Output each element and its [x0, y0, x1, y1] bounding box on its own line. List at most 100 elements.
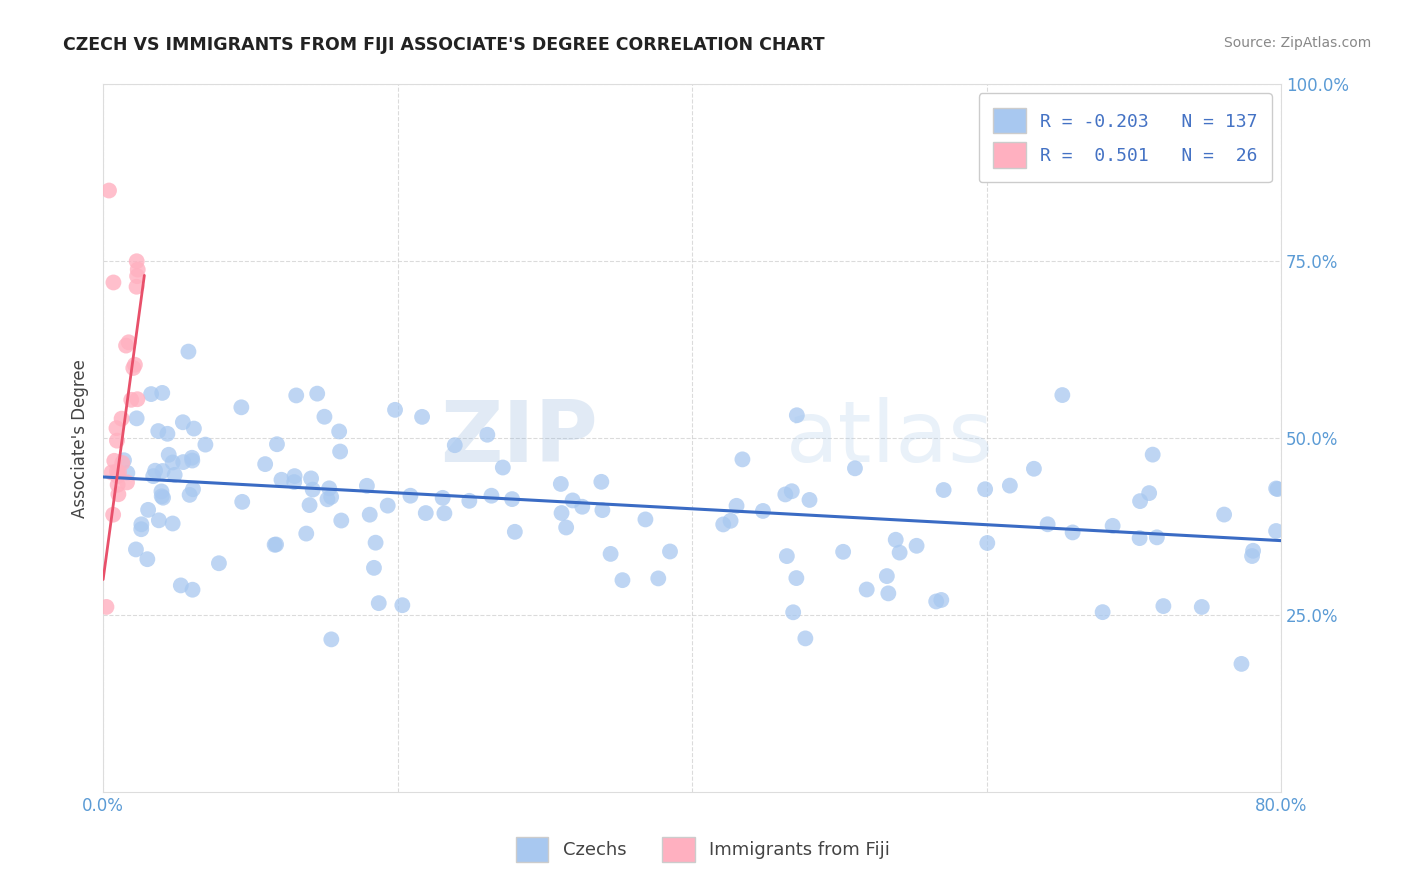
Point [844, 461, 866, 475]
Text: ZIP: ZIP [440, 397, 598, 480]
Point [889, 545, 911, 559]
Point [1052, 388, 1074, 402]
Point [266, 437, 288, 451]
Point [1230, 657, 1253, 671]
Point [103, 454, 125, 468]
Point [129, 522, 152, 536]
Point [284, 469, 307, 483]
Point [884, 533, 907, 547]
Point [329, 444, 352, 458]
Point [105, 421, 128, 435]
Point [142, 469, 165, 483]
Point [103, 276, 125, 290]
Point [231, 495, 253, 509]
Point [125, 411, 148, 425]
Point [752, 504, 775, 518]
Point [181, 582, 204, 597]
Point [1267, 482, 1289, 496]
Point [794, 632, 817, 646]
Point [725, 499, 748, 513]
Point [925, 594, 948, 608]
Point [591, 475, 613, 489]
Point [181, 453, 204, 467]
Point [330, 514, 353, 528]
Point [143, 464, 166, 478]
Point [391, 598, 413, 612]
Point [120, 392, 142, 407]
Point [855, 582, 877, 597]
Point [298, 498, 321, 512]
Point [105, 464, 128, 478]
Point [599, 547, 621, 561]
Point [1142, 448, 1164, 462]
Point [555, 520, 578, 534]
Point [139, 387, 162, 401]
Point [301, 483, 323, 497]
Point [285, 388, 308, 402]
Point [571, 500, 593, 514]
Point [125, 542, 148, 557]
Point [318, 481, 340, 495]
Point [443, 438, 465, 452]
Point [117, 466, 139, 480]
Point [367, 596, 389, 610]
Point [152, 491, 174, 505]
Point [932, 483, 955, 497]
Point [127, 269, 149, 284]
Point [832, 545, 855, 559]
Point [231, 401, 253, 415]
Point [131, 517, 153, 532]
Point [127, 262, 149, 277]
Point [976, 536, 998, 550]
Point [100, 466, 122, 480]
Point [270, 473, 292, 487]
Point [731, 452, 754, 467]
Point [659, 544, 682, 558]
Point [399, 489, 422, 503]
Point [359, 508, 381, 522]
Point [550, 506, 572, 520]
Point [1129, 531, 1152, 545]
Point [98, 184, 121, 198]
Point [96, 599, 118, 614]
Point [118, 335, 141, 350]
Point [775, 487, 797, 501]
Point [148, 513, 170, 527]
Point [172, 455, 194, 469]
Point [1152, 599, 1174, 613]
Point [150, 385, 173, 400]
Point [148, 424, 170, 438]
Point [1146, 530, 1168, 544]
Point [177, 344, 200, 359]
Point [264, 537, 287, 551]
Point [561, 493, 583, 508]
Point [101, 508, 124, 522]
Point [157, 448, 180, 462]
Point [124, 358, 146, 372]
Point [321, 490, 343, 504]
Point [127, 392, 149, 407]
Point [314, 409, 336, 424]
Point [364, 535, 387, 549]
Point [107, 477, 129, 491]
Point [183, 421, 205, 435]
Point [1091, 605, 1114, 619]
Point [136, 552, 159, 566]
Point [785, 571, 807, 585]
Point [321, 632, 343, 647]
Point [1129, 494, 1152, 508]
Point [307, 386, 329, 401]
Point [152, 464, 174, 478]
Point [150, 489, 173, 503]
Point [363, 561, 385, 575]
Point [122, 361, 145, 376]
Point [780, 484, 803, 499]
Point [1036, 517, 1059, 532]
Point [208, 556, 231, 570]
Point [181, 450, 204, 465]
Text: Source: ZipAtlas.com: Source: ZipAtlas.com [1223, 36, 1371, 50]
Point [503, 524, 526, 539]
Point [1137, 486, 1160, 500]
Point [150, 484, 173, 499]
Point [1265, 482, 1288, 496]
